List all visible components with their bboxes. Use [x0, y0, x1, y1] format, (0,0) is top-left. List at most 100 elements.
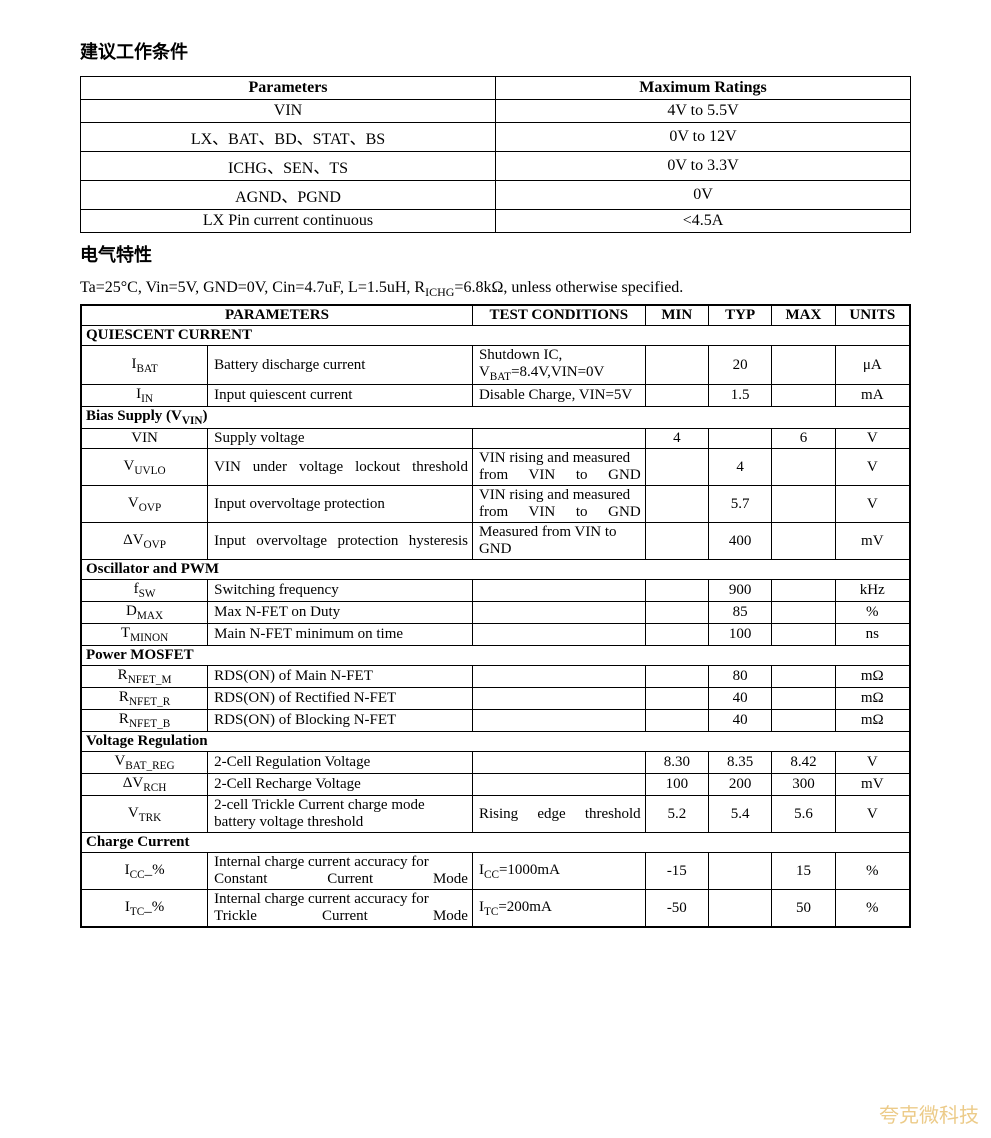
t2-g4-r2-desc: 2-cell Trickle Current charge mode batte… [208, 796, 473, 833]
t2-g2-r1-min [645, 602, 708, 624]
t2-g0-r0-typ: 20 [708, 346, 771, 385]
cond-sub: ICHG [425, 285, 454, 299]
t2-g1-r0-min: 4 [645, 429, 708, 449]
t2-section-1: Bias Supply (VVIN) [81, 407, 910, 429]
t2-g2-r1-typ: 85 [708, 602, 771, 624]
t2-g4-r1-typ: 200 [708, 774, 771, 796]
t2-g1-r0-unit: V [835, 429, 910, 449]
t2-g2-r2-typ: 100 [708, 624, 771, 646]
t2-g4-r2-unit: V [835, 796, 910, 833]
t2-g1-r1-unit: V [835, 449, 910, 486]
section-title-2: 电气特性 [80, 241, 911, 267]
t2-g3-r1-unit: mΩ [835, 688, 910, 710]
t2-g1-r1-desc: VIN under voltage lockout threshold [208, 449, 473, 486]
t2-g4-r1-cond [472, 774, 645, 796]
t2-g2-r0-cond [472, 580, 645, 602]
t2-g1-r1-typ: 4 [708, 449, 771, 486]
t1-header-ratings: Maximum Ratings [496, 77, 911, 100]
section-title-1: 建议工作条件 [80, 38, 911, 64]
t2-g0-r0-max [772, 346, 835, 385]
t2-g5-r1-param: ITC_% [81, 890, 208, 928]
t2-g0-r1-unit: mA [835, 385, 910, 407]
t2-g0-r0-unit: μA [835, 346, 910, 385]
t2-g0-r0-cond: Shutdown IC, VBAT=8.4V,VIN=0V [472, 346, 645, 385]
t2-g1-r0-cond [472, 429, 645, 449]
conditions-line: Ta=25°C, Vin=5V, GND=0V, Cin=4.7uF, L=1.… [80, 279, 911, 300]
t2-g3-r2-cond [472, 710, 645, 732]
t2-h-max: MAX [772, 305, 835, 326]
t1-r1-c1: 0V to 12V [496, 123, 911, 152]
t2-h-typ: TYP [708, 305, 771, 326]
t2-g2-r2-max [772, 624, 835, 646]
t2-g4-r1-param: ΔVRCH [81, 774, 208, 796]
t1-r3-c1: 0V [496, 181, 911, 210]
t2-g3-r2-unit: mΩ [835, 710, 910, 732]
t2-section-5: Charge Current [81, 833, 910, 853]
t2-g1-r1-cond: VIN rising and measured from VIN to GND [472, 449, 645, 486]
t2-g2-r2-min [645, 624, 708, 646]
t1-r1-c0: LX、BAT、BD、STAT、BS [81, 123, 496, 152]
t2-g2-r1-cond [472, 602, 645, 624]
t2-g5-r1-unit: % [835, 890, 910, 928]
t1-r2-c0: ICHG、SEN、TS [81, 152, 496, 181]
t2-g4-r0-typ: 8.35 [708, 752, 771, 774]
t2-section-3: Power MOSFET [81, 646, 910, 666]
t2-g1-r3-unit: mV [835, 523, 910, 560]
t2-g2-r2-unit: ns [835, 624, 910, 646]
t2-g5-r1-desc: Internal charge current accuracy for Tri… [208, 890, 473, 928]
t2-g4-r2-param: VTRK [81, 796, 208, 833]
t2-g2-r2-cond [472, 624, 645, 646]
t2-g5-r0-max: 15 [772, 853, 835, 890]
t2-g1-r2-max [772, 486, 835, 523]
t2-g4-r1-min: 100 [645, 774, 708, 796]
t2-h-min: MIN [645, 305, 708, 326]
t2-g2-r0-unit: kHz [835, 580, 910, 602]
t2-h-params: PARAMETERS [81, 305, 472, 326]
t2-h-units: UNITS [835, 305, 910, 326]
t1-r3-c0: AGND、PGND [81, 181, 496, 210]
t2-g2-r2-param: TMINON [81, 624, 208, 646]
t2-g5-r0-cond: ICC=1000mA [472, 853, 645, 890]
t2-g4-r0-min: 8.30 [645, 752, 708, 774]
watermark: 夸克微科技 [879, 1099, 979, 1128]
t2-g3-r1-min [645, 688, 708, 710]
t2-g1-r2-cond: VIN rising and measured from VIN to GND [472, 486, 645, 523]
t2-g3-r0-param: RNFET_M [81, 666, 208, 688]
t2-g4-r1-unit: mV [835, 774, 910, 796]
t2-g3-r1-param: RNFET_R [81, 688, 208, 710]
t2-g1-r2-min [645, 486, 708, 523]
t2-g2-r1-max [772, 602, 835, 624]
t2-g1-r2-typ: 5.7 [708, 486, 771, 523]
t2-g3-r1-cond [472, 688, 645, 710]
t2-g4-r2-typ: 5.4 [708, 796, 771, 833]
t2-g1-r2-unit: V [835, 486, 910, 523]
t2-g1-r3-max [772, 523, 835, 560]
t2-g2-r0-param: fSW [81, 580, 208, 602]
t2-g2-r0-min [645, 580, 708, 602]
t2-g2-r2-desc: Main N-FET minimum on time [208, 624, 473, 646]
t1-r0-c1: 4V to 5.5V [496, 100, 911, 123]
t2-g0-r0-desc: Battery discharge current [208, 346, 473, 385]
t2-g0-r1-desc: Input quiescent current [208, 385, 473, 407]
t2-g5-r1-typ [708, 890, 771, 928]
t2-g4-r1-max: 300 [772, 774, 835, 796]
t2-g1-r1-max [772, 449, 835, 486]
t2-g1-r2-desc: Input overvoltage protection [208, 486, 473, 523]
t2-g3-r0-max [772, 666, 835, 688]
t2-g0-r1-param: IIN [81, 385, 208, 407]
t1-r0-c0: VIN [81, 100, 496, 123]
t2-g1-r3-param: ΔVOVP [81, 523, 208, 560]
t2-g5-r0-param: ICC_% [81, 853, 208, 890]
cond-prefix: Ta=25°C, Vin=5V, GND=0V, Cin=4.7uF, L=1.… [80, 279, 425, 296]
t2-g0-r1-typ: 1.5 [708, 385, 771, 407]
t2-g0-r1-cond: Disable Charge, VIN=5V [472, 385, 645, 407]
t2-g4-r0-cond [472, 752, 645, 774]
t2-g5-r0-min: -15 [645, 853, 708, 890]
t2-g1-r3-min [645, 523, 708, 560]
t2-g3-r2-desc: RDS(ON) of Blocking N-FET [208, 710, 473, 732]
t2-g2-r0-desc: Switching frequency [208, 580, 473, 602]
t2-g1-r1-min [645, 449, 708, 486]
t2-g2-r1-unit: % [835, 602, 910, 624]
t2-g4-r0-max: 8.42 [772, 752, 835, 774]
t2-g1-r0-max: 6 [772, 429, 835, 449]
